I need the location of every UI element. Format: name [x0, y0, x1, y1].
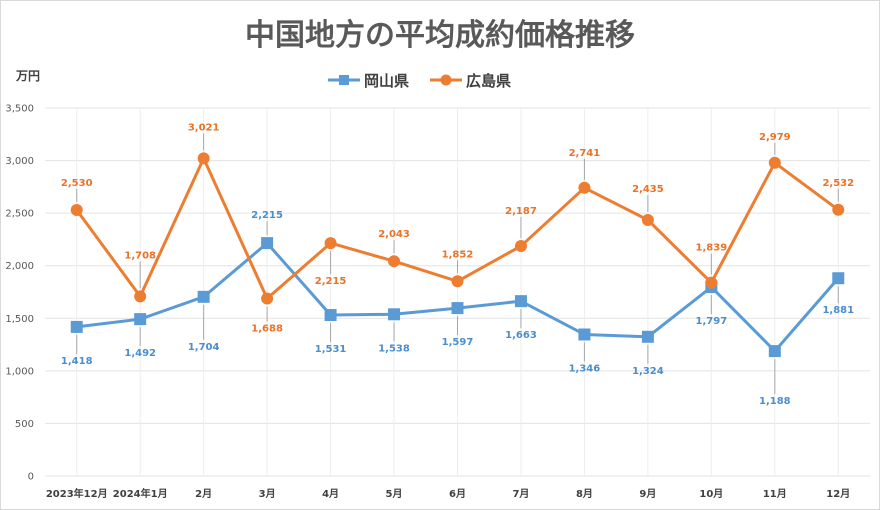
y-axis-unit-label: 万円	[15, 69, 40, 83]
hiroshima-point-marker	[451, 275, 464, 288]
hiroshima-point-marker	[261, 292, 274, 305]
y-tick-label: 1,500	[5, 314, 34, 325]
hiroshima-data-label: 2,741	[569, 148, 601, 159]
hiroshima-data-label: 2,979	[759, 132, 791, 143]
x-tick-label: 2023年12月	[46, 487, 108, 500]
hiroshima-data-label: 1,839	[696, 243, 728, 254]
hiroshima-point-marker	[70, 203, 83, 216]
legend-hiroshima-label: 広島県	[466, 72, 511, 90]
okayama-data-label: 1,492	[124, 348, 156, 359]
okayama-data-label: 1,881	[822, 305, 854, 316]
series-layer	[70, 152, 845, 358]
okayama-point-marker	[324, 309, 337, 322]
x-tick-label: 2024年1月	[113, 487, 168, 500]
hiroshima-data-label: 2,530	[61, 178, 93, 189]
x-tick-label: 2月	[195, 488, 212, 500]
y-tick-label: 1,000	[5, 366, 34, 377]
x-tick-label: 7月	[512, 488, 529, 500]
okayama-data-label: 1,531	[315, 344, 347, 355]
x-tick-label: 11月	[763, 488, 787, 500]
gridlines	[45, 107, 870, 477]
okayama-point-marker	[768, 345, 781, 358]
okayama-point-marker	[514, 295, 527, 308]
okayama-point-marker	[641, 330, 654, 343]
x-tick-label: 12月	[826, 488, 850, 500]
hiroshima-data-label: 3,021	[188, 122, 220, 133]
okayama-data-label: 1,797	[696, 316, 728, 327]
hiroshima-point-marker	[388, 255, 401, 268]
y-tick-label: 2,000	[5, 261, 34, 272]
okayama-data-label: 1,188	[759, 396, 791, 407]
hiroshima-point-marker	[514, 240, 527, 253]
chart-title: 中国地方の平均成約価格推移	[245, 18, 635, 53]
data-labels: 1,418 1,492 1,704 2,215 1,531 1,538 1,597 1,663…	[61, 122, 854, 407]
x-axis-ticks: 2023年12月 2024年1月 2月 3月 4月 5月 6月 7月 8月 9月 10月 11月 12月	[46, 487, 850, 500]
hiroshima-point-marker	[832, 203, 845, 216]
hiroshima-point-marker	[768, 156, 781, 169]
hiroshima-point-marker	[578, 181, 591, 194]
y-tick-label: 0	[28, 472, 34, 483]
x-tick-label: 3月	[259, 488, 276, 500]
hiroshima-point-marker	[134, 290, 147, 303]
okayama-data-label: 1,324	[632, 366, 664, 377]
okayama-point-marker	[70, 320, 83, 333]
y-tick-label: 3,000	[5, 156, 34, 167]
okayama-point-marker	[388, 308, 401, 321]
legend: 岡山県 広島県	[328, 72, 511, 90]
label-leader-lines	[76, 133, 839, 395]
okayama-data-label: 1,597	[442, 337, 474, 348]
hiroshima-data-label: 2,215	[315, 276, 347, 287]
hiroshima-data-label: 1,852	[442, 249, 474, 260]
y-axis-ticks: 0 500 1,000 1,500 2,000 2,500 3,000 3,500	[5, 104, 34, 483]
hiroshima-point-marker	[197, 152, 210, 165]
hiroshima-data-label: 1,708	[124, 250, 156, 261]
y-tick-label: 3,500	[5, 104, 34, 115]
okayama-point-marker	[451, 302, 464, 315]
hiroshima-data-label: 2,435	[632, 184, 664, 195]
x-tick-label: 4月	[322, 488, 339, 500]
x-tick-label: 6月	[449, 488, 466, 500]
okayama-point-marker	[832, 272, 845, 285]
hiroshima-data-label: 1,688	[251, 324, 283, 335]
okayama-data-label: 1,418	[61, 356, 93, 367]
hiroshima-data-label: 2,043	[378, 229, 410, 240]
y-tick-label: 2,500	[5, 209, 34, 220]
okayama-data-label: 2,215	[251, 210, 283, 221]
okayama-point-marker	[578, 328, 591, 341]
okayama-point-marker	[261, 237, 274, 250]
x-tick-label: 8月	[576, 488, 593, 500]
hiroshima-data-label: 2,187	[505, 206, 537, 217]
okayama-data-label: 1,704	[188, 342, 220, 353]
okayama-point-marker	[197, 290, 210, 303]
okayama-data-label: 1,663	[505, 330, 537, 341]
x-tick-label: 10月	[699, 488, 723, 500]
y-tick-label: 500	[15, 419, 34, 430]
okayama-data-label: 1,346	[569, 363, 601, 374]
hiroshima-point-marker	[705, 276, 718, 289]
okayama-data-label: 1,538	[378, 343, 410, 354]
legend-okayama-label: 岡山県	[364, 72, 409, 90]
hiroshima-point-marker	[641, 213, 654, 226]
x-tick-label: 9月	[639, 488, 656, 500]
x-tick-label: 5月	[386, 488, 403, 500]
legend-hiroshima-marker	[440, 74, 452, 86]
hiroshima-point-marker	[324, 237, 337, 250]
okayama-point-marker	[134, 313, 147, 326]
hiroshima-data-label: 2,532	[822, 178, 854, 189]
legend-okayama-marker	[339, 75, 349, 85]
